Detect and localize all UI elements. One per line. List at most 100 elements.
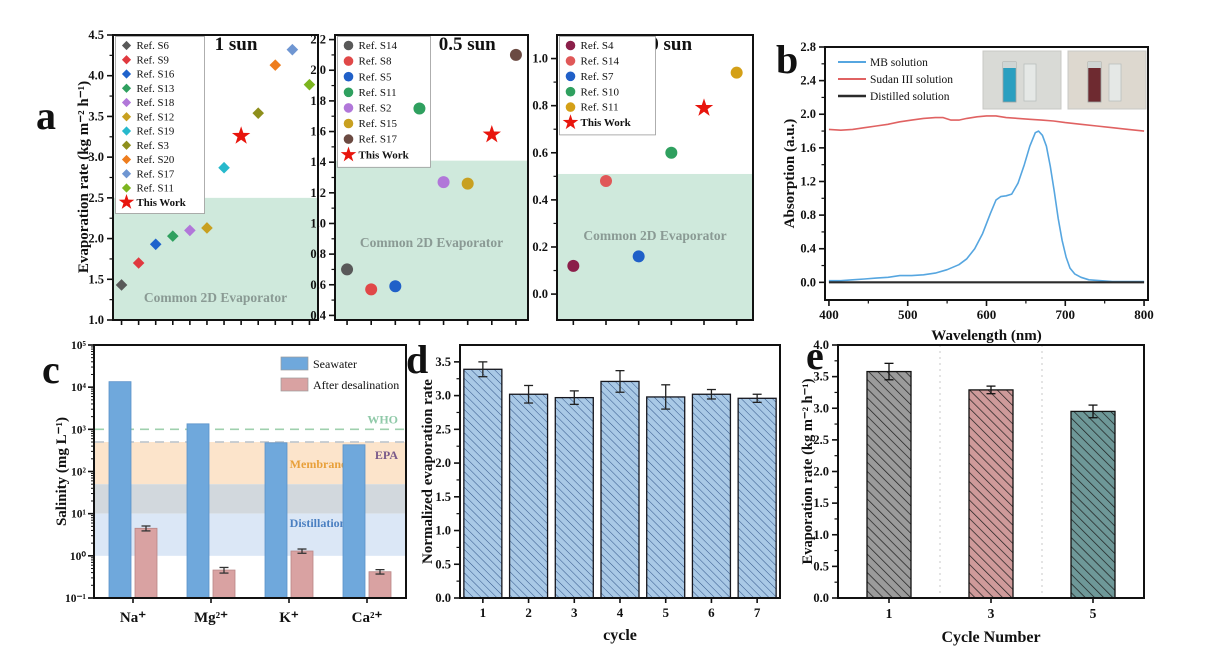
- y-tick-label: 1.0: [310, 216, 326, 230]
- photo-background: [982, 50, 1062, 110]
- y-tick-label: 0.8: [532, 99, 548, 113]
- legend-label: Ref. S11: [581, 102, 619, 114]
- series-sudan-iii-solution: [828, 115, 1145, 132]
- y-tick-label: 3.0: [813, 401, 829, 415]
- legend-label: Ref. S17: [359, 134, 398, 146]
- bar-cycle-1: [866, 370, 912, 599]
- legend-label: This Work: [137, 197, 186, 209]
- panel-d-y-axis-title: Normalized evaporation rate: [420, 379, 436, 564]
- y-tick-label: 0.0: [435, 591, 451, 605]
- x-tick-label: 5: [1090, 606, 1097, 621]
- legend-marker-ref-s3: [121, 140, 132, 150]
- legend-marker-this-work: [562, 114, 579, 130]
- bar-cycle-3: [968, 389, 1014, 599]
- point-ref-s15: [461, 177, 474, 190]
- x-tick-label: 1: [886, 606, 893, 621]
- y-tick-label: 10⁵: [71, 340, 87, 352]
- y-tick-label: 1.2: [310, 186, 326, 200]
- y-tick-label: 0.4: [532, 193, 548, 207]
- x-tick-label: 3: [571, 605, 578, 620]
- x-tick-label: 400: [819, 307, 839, 322]
- photo-background: [1067, 50, 1147, 110]
- legend-label: Sudan III solution: [870, 74, 953, 86]
- bar-seawater-1: [108, 381, 132, 599]
- x-tick-label: 4: [617, 605, 624, 620]
- y-tick-label: 0.6: [532, 146, 548, 160]
- point-ref-s17: [509, 48, 522, 61]
- y-tick-label: 4.0: [813, 338, 829, 352]
- point-ref-s4: [567, 259, 580, 272]
- point-ref-s14: [341, 263, 354, 276]
- bar-cycle-7: [737, 397, 777, 599]
- point-ref-s12: [201, 222, 213, 234]
- epa-label: EPA: [375, 448, 398, 462]
- legend-label: Ref. S20: [137, 154, 175, 166]
- panel-d-x-axis-title: cycle: [603, 627, 637, 644]
- common-2d-region-label: Common 2D Evaporator: [144, 290, 287, 305]
- x-tick-label: 1: [480, 605, 487, 620]
- x-tick-label: 5: [662, 605, 669, 620]
- legend-marker-ref-s14: [565, 56, 576, 66]
- point-ref-s11: [303, 78, 316, 91]
- point-this-work: [694, 98, 714, 116]
- panel-a-subplot-2: Common 2D Evaporator 0.4 0.6 0.8 1.0 1.2 1.4 1.…: [310, 33, 529, 325]
- panel-b-x-axis-title: Wavelength (nm): [931, 328, 1041, 344]
- legend-marker-ref-s14: [343, 40, 354, 51]
- legend-marker-ref-s18: [121, 97, 132, 108]
- legend-box: [337, 36, 431, 168]
- x-tick-label: 2: [525, 605, 532, 620]
- y-tick-label: 1.0: [435, 524, 451, 538]
- panel-e-y-axis-title: Evaporation rate (kg m⁻² h⁻¹): [800, 378, 816, 564]
- legend-marker-ref-s4: [565, 40, 576, 51]
- bar-desalinated-1: [134, 527, 158, 599]
- legend-label: Ref. S14: [581, 56, 620, 68]
- y-tick-label: 1.0: [88, 313, 104, 327]
- axis-frame: [556, 34, 754, 321]
- y-tick-label: 1.5: [435, 490, 451, 504]
- x-tick-label: 3: [988, 606, 995, 621]
- point-ref-s8: [365, 283, 378, 296]
- bar-cycle-3: [554, 396, 594, 599]
- y-tick-label: 2.0: [435, 456, 451, 470]
- point-ref-s9: [132, 257, 145, 269]
- legend-marker-ref-s5: [343, 71, 354, 82]
- panel-label-a: a: [36, 93, 56, 138]
- legend-label: Distilled solution: [870, 91, 950, 103]
- y-tick-label: 10⁰: [70, 550, 87, 563]
- legend-marker-ref-s17: [343, 134, 354, 144]
- legend-label: Ref. S4: [581, 40, 615, 52]
- bar-cycle-1: [463, 368, 503, 599]
- legend-label: MB solution: [870, 57, 928, 69]
- y-tick-label: 0.5: [813, 559, 829, 573]
- legend-label: Ref. S14: [359, 40, 398, 52]
- panel-d-cycles: 1 2 3 4 5 6 7 0.0 0.5 1.0 1.5 2.0 2.5 3.0 3.5 cycle Norm…: [420, 344, 781, 644]
- x-tick-label: 600: [977, 307, 997, 322]
- bar-desalinated-4: [368, 571, 392, 599]
- legend-marker-this-work: [118, 194, 135, 209]
- point-this-work: [231, 126, 251, 144]
- common-2d-region: [557, 173, 753, 320]
- legend-label: Ref. S7: [581, 71, 615, 83]
- y-tick-label: 4.5: [88, 28, 104, 42]
- x-tick-label: 800: [1134, 307, 1154, 322]
- point-ref-s11: [413, 102, 426, 115]
- panel-label-e: e: [806, 333, 824, 378]
- distillation-band-label: Distillation: [290, 516, 347, 530]
- y-tick-label: 2.0: [88, 232, 104, 246]
- legend-label: Ref. S17: [137, 168, 175, 180]
- legend-marker-ref-s11: [121, 183, 132, 193]
- common-2d-region-label: Common 2D Evaporator: [360, 235, 503, 250]
- point-ref-s19: [218, 161, 230, 174]
- legend-marker-ref-s2: [343, 103, 354, 113]
- legend-marker-ref-s9: [121, 55, 132, 65]
- y-tick-label: 3.0: [435, 389, 451, 403]
- y-tick-label: 3.5: [813, 370, 829, 384]
- legend-swatch: [280, 356, 309, 371]
- sun-condition-label: 0 sun: [649, 34, 692, 55]
- point-ref-s7: [632, 250, 645, 263]
- common-2d-region-label: Common 2D Evaporator: [583, 228, 726, 243]
- y-tick-label: 3.5: [435, 355, 451, 369]
- legend-marker-this-work: [340, 146, 357, 162]
- y-tick-label: 4.0: [88, 69, 104, 83]
